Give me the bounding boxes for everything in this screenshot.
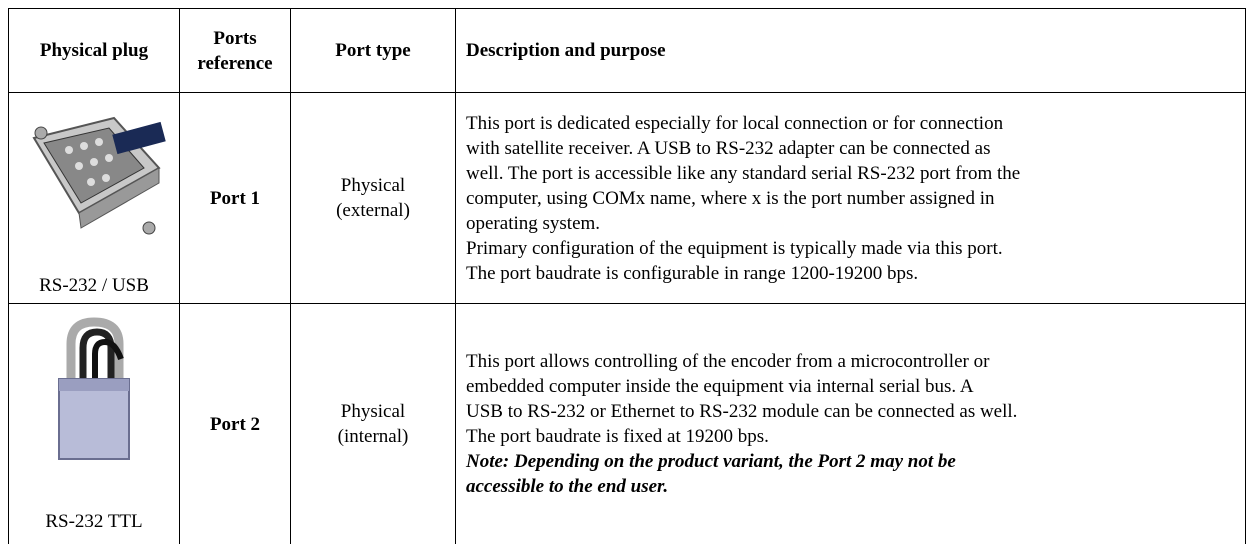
plug: RS-232 TTL xyxy=(19,314,169,534)
type-line: Physical xyxy=(301,173,445,198)
description-line: Primary configuration of the equipment i… xyxy=(466,236,1235,261)
description-line: well. The port is accessible like any st… xyxy=(466,161,1235,186)
plug-cell: RS-232 / USB xyxy=(9,93,180,304)
note-line: accessible to the end user. xyxy=(466,474,1235,499)
type-line: (internal) xyxy=(301,424,445,449)
row: RS-232 TTL Port 2 Physical (internal) Th… xyxy=(9,304,1246,544)
description-line: USB to RS-232 or Ethernet to RS-232 modu… xyxy=(466,399,1235,424)
header-cell: Physical plug xyxy=(9,9,180,93)
description-line: operating system. xyxy=(466,211,1235,236)
port-cell: Port 1 xyxy=(180,93,291,304)
db9-icon xyxy=(19,98,169,248)
note-line: Note: Depending on the product variant, … xyxy=(466,449,1235,474)
header-cell: Description and purpose xyxy=(456,9,1246,93)
header-line: Ports xyxy=(190,26,280,51)
plug-label: RS-232 TTL xyxy=(45,509,142,534)
description-line: embedded computer inside the equipment v… xyxy=(466,374,1235,399)
description-cell: This port allows controlling of the enco… xyxy=(456,304,1246,544)
type-cell: Physical (external) xyxy=(291,93,456,304)
header-cell: Ports reference xyxy=(180,9,291,93)
type-line: (external) xyxy=(301,198,445,223)
ttl-icon xyxy=(49,314,139,464)
description-line: The port baudrate is configurable in ran… xyxy=(466,261,1235,286)
port-cell: Port 2 xyxy=(180,304,291,544)
header-cell: Port type xyxy=(291,9,456,93)
description-line: This port allows controlling of the enco… xyxy=(466,349,1235,374)
plug-label: RS-232 / USB xyxy=(39,273,149,298)
plug: RS-232 / USB xyxy=(19,98,169,298)
description-line: with satellite receiver. A USB to RS-232… xyxy=(466,136,1235,161)
header-line: reference xyxy=(190,51,280,76)
type-line: Physical xyxy=(301,399,445,424)
plug-cell: RS-232 TTL xyxy=(9,304,180,544)
header-row: Physical plug Ports reference Port type … xyxy=(9,9,1246,93)
type-cell: Physical (internal) xyxy=(291,304,456,544)
description-line: This port is dedicated especially for lo… xyxy=(466,111,1235,136)
row: RS-232 / USB Port 1 Physical (external) … xyxy=(9,93,1246,304)
ports-table: Physical plug Ports reference Port type … xyxy=(8,8,1246,544)
description-cell: This port is dedicated especially for lo… xyxy=(456,93,1246,304)
description-line: The port baudrate is fixed at 19200 bps. xyxy=(466,424,1235,449)
page: Physical plug Ports reference Port type … xyxy=(0,0,1255,533)
description-line: computer, using COMx name, where x is th… xyxy=(466,186,1235,211)
